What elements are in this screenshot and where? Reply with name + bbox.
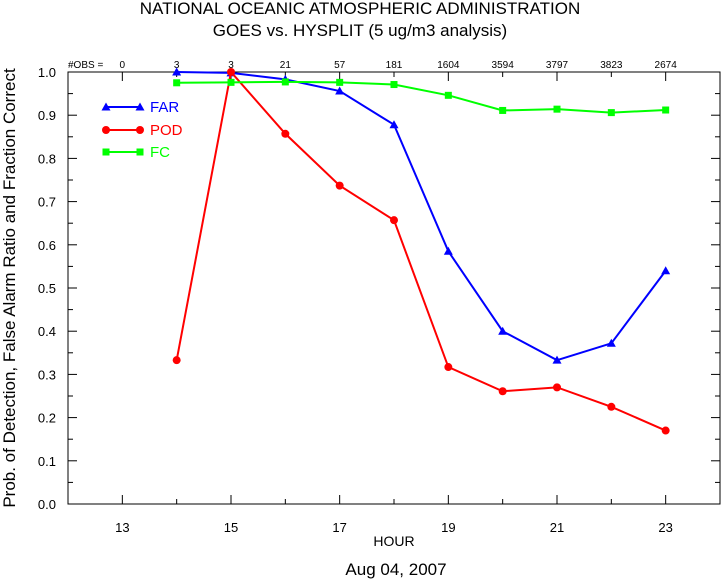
data-point-far — [498, 326, 508, 335]
series-line-far — [176, 71, 667, 362]
y-tick-label: 0.3 — [38, 367, 56, 382]
date-label: Aug 04, 2007 — [345, 560, 446, 579]
x-tick-label: 17 — [332, 520, 346, 535]
data-point-fc — [173, 79, 181, 87]
data-point-fc — [281, 78, 289, 86]
chart-title: NATIONAL OCEANIC ATMOSPHERIC ADMINISTRAT… — [140, 0, 580, 18]
y-tick-label: 1.0 — [38, 65, 56, 80]
x-tick-label: 23 — [658, 520, 672, 535]
y-axis: 0.0 0.1 0.2 0.3 0.4 0.5 0.6 0.7 0.8 0.9 1.0 — [38, 65, 720, 512]
data-point-fc — [607, 109, 615, 117]
legend-label-far: FAR — [150, 99, 179, 116]
x-tick-label: 19 — [441, 520, 455, 535]
y-tick-label: 0.7 — [38, 195, 56, 210]
data-point-pod — [498, 387, 507, 396]
legend: FAR POD FC — [101, 99, 183, 161]
obs-count: 0 — [120, 60, 126, 71]
data-point-far — [172, 67, 182, 76]
legend-item-far: FAR — [101, 99, 179, 116]
data-point-far — [443, 246, 453, 255]
data-point-fc — [390, 81, 398, 89]
data-point-pod — [553, 383, 561, 392]
obs-count: 3823 — [600, 60, 623, 71]
data-point-fc — [553, 105, 561, 113]
y-tick-label: 0.8 — [38, 151, 56, 166]
chart-subtitle: GOES vs. HYSPLIT (5 ug/m3 analysis) — [213, 21, 507, 40]
legend-marker-far — [101, 102, 111, 111]
y-tick-label: 0.5 — [38, 281, 56, 296]
data-point-far — [335, 86, 345, 95]
y-tick-label: 0.6 — [38, 238, 56, 253]
x-tick-label: 15 — [224, 520, 238, 535]
legend-marker-fc — [102, 148, 110, 156]
obs-count: 2674 — [655, 60, 678, 71]
x-tick-label: 21 — [550, 520, 564, 535]
data-point-far — [661, 266, 671, 275]
data-point-pod — [661, 426, 670, 435]
y-tick-label: 0.9 — [38, 108, 56, 123]
legend-marker-far — [135, 102, 145, 111]
y-axis-title: Prob. of Detection, False Alarm Ratio an… — [0, 68, 19, 508]
data-point-pod — [172, 356, 181, 365]
x-axis: 13 15 17 19 21 23 — [115, 72, 673, 535]
data-point-pod — [607, 402, 616, 411]
obs-count: 3 — [228, 60, 234, 71]
data-point-fc — [662, 106, 670, 114]
obs-count: 1604 — [437, 60, 460, 71]
data-point-pod — [390, 216, 398, 225]
data-point-fc — [227, 78, 235, 86]
data-point-fc — [336, 78, 344, 86]
y-tick-label: 0.2 — [38, 411, 56, 426]
data-point-far — [606, 338, 616, 347]
legend-marker-pod — [102, 126, 110, 134]
legend-marker-pod — [136, 126, 144, 134]
data-point-pod — [227, 68, 235, 76]
obs-count: 3797 — [546, 60, 569, 71]
legend-label-fc: FC — [150, 144, 170, 161]
data-point-pod — [281, 129, 290, 138]
y-tick-label: 0.0 — [38, 497, 56, 512]
legend-marker-fc — [136, 148, 144, 156]
legend-item-fc: FC — [102, 144, 170, 161]
series-pod — [172, 68, 670, 435]
series-line-pod — [175, 69, 667, 432]
y-tick-label: 0.4 — [38, 324, 56, 339]
legend-label-pod: POD — [150, 122, 183, 139]
series-layer — [172, 67, 671, 435]
data-point-fc — [444, 91, 452, 99]
series-fc — [173, 78, 670, 117]
x-tick-label: 13 — [115, 520, 129, 535]
obs-count: 57 — [334, 60, 346, 71]
y-tick-label: 0.1 — [38, 454, 56, 469]
x-axis-title: HOUR — [373, 533, 414, 549]
data-point-far — [552, 355, 562, 364]
series-line-fc — [176, 80, 666, 114]
data-point-pod — [444, 363, 453, 372]
data-point-fc — [499, 106, 507, 114]
data-point-far — [389, 120, 399, 129]
obs-count: 3 — [174, 60, 180, 71]
obs-label: #OBS = — [68, 60, 103, 71]
obs-count: 21 — [280, 60, 292, 71]
obs-count: 181 — [386, 60, 403, 71]
legend-item-pod: POD — [102, 122, 183, 139]
obs-count-row: #OBS = 0 3 3 21 57 181 1604 3594 3797 3823 2674 — [68, 60, 677, 71]
obs-count: 3594 — [492, 60, 515, 71]
data-point-pod — [335, 181, 344, 190]
